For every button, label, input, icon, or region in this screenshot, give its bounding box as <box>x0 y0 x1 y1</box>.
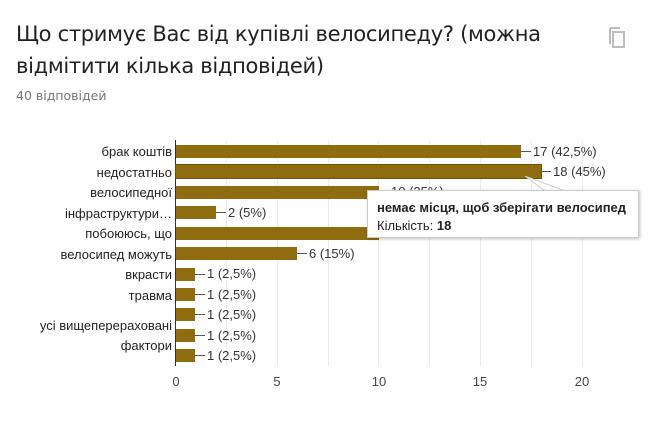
category-label: інфраструктури… <box>64 206 172 221</box>
copy-icon[interactable] <box>606 26 628 50</box>
gridline <box>328 140 329 366</box>
gridline <box>429 140 430 366</box>
category-label: побоююсь, що <box>85 226 172 241</box>
value-label: 17 (42,5%) <box>533 144 597 159</box>
bar[interactable] <box>176 145 521 158</box>
value-label: 2 (5%) <box>228 205 267 220</box>
y-axis-line <box>175 140 176 366</box>
category-label: брак коштів <box>101 144 172 159</box>
response-count: 40 відповідей <box>16 88 107 103</box>
x-tick: 20 <box>574 374 590 389</box>
bar[interactable] <box>176 329 195 342</box>
bar[interactable] <box>176 206 216 219</box>
value-label: 1 (2,5%) <box>207 287 257 302</box>
leader-line <box>195 335 205 336</box>
leader-line <box>297 253 307 254</box>
category-label: травма <box>128 288 172 303</box>
tooltip-count-value: 18 <box>436 218 452 233</box>
leader-line <box>195 355 205 356</box>
category-label: фактори <box>120 338 172 353</box>
gridline <box>480 140 481 366</box>
x-tick: 15 <box>472 374 488 389</box>
value-label: 18 (45%) <box>553 164 606 179</box>
value-label: 6 (15%) <box>309 246 355 261</box>
value-label: 1 (2,5%) <box>207 348 257 363</box>
x-tick: 10 <box>371 374 387 389</box>
bar[interactable] <box>176 308 195 321</box>
category-label: вкрасти <box>125 267 172 282</box>
x-tick: 0 <box>172 374 180 389</box>
leader-line <box>216 212 226 213</box>
bar[interactable] <box>176 288 195 301</box>
bar-highlighted[interactable] <box>175 164 542 179</box>
tooltip-count: Кількість: 18 <box>377 218 451 233</box>
leader-line <box>195 274 205 275</box>
question-title: Що стримує Вас від купівлі велосипеду? (… <box>16 22 541 78</box>
leader-line <box>195 294 205 295</box>
value-label: 1 (2,5%) <box>207 328 257 343</box>
gridline <box>378 140 379 366</box>
value-label: 1 (2,5%) <box>207 307 257 322</box>
category-label: велосипедної <box>90 185 172 200</box>
leader-line <box>521 151 531 152</box>
tooltip-count-label: Кількість: <box>377 218 437 233</box>
leader-line <box>541 171 551 172</box>
x-tick: 5 <box>273 374 281 389</box>
bar[interactable] <box>176 268 195 281</box>
bar[interactable] <box>176 349 195 362</box>
tooltip-title: немає місця, щоб зберігати велосипед <box>377 200 627 215</box>
leader-line <box>195 314 205 315</box>
category-label: велосипед можуть <box>60 247 172 262</box>
bar[interactable] <box>176 227 379 240</box>
category-label: недостатньо <box>96 165 172 180</box>
gridline <box>582 140 583 366</box>
bar[interactable] <box>176 186 379 199</box>
category-label: усі вищеперераховані <box>39 318 172 333</box>
tooltip: немає місця, щоб зберігати велосипед Кіл… <box>367 190 639 238</box>
bar[interactable] <box>176 247 297 260</box>
gridline <box>531 140 532 366</box>
value-label: 1 (2,5%) <box>207 266 257 281</box>
